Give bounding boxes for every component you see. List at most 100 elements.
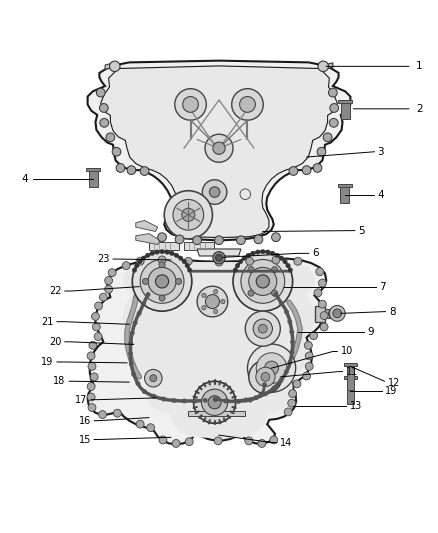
Polygon shape bbox=[325, 310, 333, 318]
Circle shape bbox=[213, 397, 218, 401]
Circle shape bbox=[213, 142, 225, 155]
Circle shape bbox=[314, 289, 322, 297]
Circle shape bbox=[193, 236, 201, 245]
Circle shape bbox=[248, 290, 254, 296]
Circle shape bbox=[261, 249, 265, 254]
Circle shape bbox=[173, 199, 204, 230]
Circle shape bbox=[131, 372, 136, 376]
Circle shape bbox=[137, 311, 141, 316]
Circle shape bbox=[304, 342, 312, 349]
Circle shape bbox=[194, 381, 236, 423]
Text: 17: 17 bbox=[75, 394, 88, 405]
Circle shape bbox=[302, 166, 311, 174]
Circle shape bbox=[256, 250, 260, 254]
Circle shape bbox=[133, 321, 137, 325]
Circle shape bbox=[249, 360, 282, 393]
Polygon shape bbox=[197, 249, 241, 256]
Circle shape bbox=[99, 410, 106, 418]
Circle shape bbox=[150, 251, 155, 255]
Circle shape bbox=[235, 263, 240, 268]
Circle shape bbox=[241, 260, 285, 303]
Circle shape bbox=[305, 362, 313, 370]
Circle shape bbox=[159, 295, 165, 301]
Circle shape bbox=[253, 319, 272, 338]
Circle shape bbox=[215, 254, 223, 261]
Circle shape bbox=[136, 420, 144, 428]
Circle shape bbox=[99, 293, 107, 301]
Circle shape bbox=[172, 398, 176, 402]
Circle shape bbox=[318, 279, 326, 287]
Circle shape bbox=[183, 96, 198, 112]
Circle shape bbox=[94, 333, 102, 341]
Circle shape bbox=[261, 373, 270, 381]
Circle shape bbox=[132, 252, 192, 311]
Circle shape bbox=[330, 103, 339, 112]
Circle shape bbox=[240, 96, 255, 112]
Circle shape bbox=[258, 324, 267, 333]
Text: 1: 1 bbox=[416, 61, 423, 71]
Circle shape bbox=[317, 147, 326, 156]
Circle shape bbox=[182, 208, 195, 221]
Circle shape bbox=[318, 61, 328, 71]
Circle shape bbox=[290, 340, 295, 344]
Circle shape bbox=[258, 393, 263, 398]
Circle shape bbox=[99, 103, 108, 112]
Circle shape bbox=[303, 372, 311, 380]
Circle shape bbox=[254, 235, 263, 244]
Circle shape bbox=[90, 373, 98, 381]
Circle shape bbox=[116, 164, 125, 172]
Circle shape bbox=[158, 256, 166, 264]
Circle shape bbox=[223, 399, 228, 403]
Circle shape bbox=[233, 252, 293, 311]
Circle shape bbox=[289, 167, 298, 175]
Circle shape bbox=[275, 253, 279, 257]
Circle shape bbox=[279, 301, 284, 305]
FancyBboxPatch shape bbox=[149, 242, 179, 250]
Circle shape bbox=[140, 260, 184, 303]
Text: 11: 11 bbox=[346, 367, 358, 377]
Circle shape bbox=[279, 378, 283, 383]
Text: 6: 6 bbox=[312, 248, 318, 259]
Text: 9: 9 bbox=[367, 327, 374, 337]
Circle shape bbox=[164, 191, 212, 239]
Circle shape bbox=[233, 268, 237, 272]
Circle shape bbox=[92, 323, 100, 331]
Circle shape bbox=[130, 330, 134, 335]
Circle shape bbox=[205, 134, 233, 162]
Circle shape bbox=[87, 352, 95, 360]
Circle shape bbox=[249, 268, 277, 295]
Circle shape bbox=[174, 253, 179, 257]
Circle shape bbox=[152, 394, 156, 398]
Circle shape bbox=[313, 164, 322, 172]
Polygon shape bbox=[338, 184, 352, 187]
Circle shape bbox=[272, 256, 280, 264]
Circle shape bbox=[213, 397, 218, 401]
Circle shape bbox=[136, 381, 140, 386]
Polygon shape bbox=[338, 100, 352, 103]
Circle shape bbox=[95, 302, 102, 310]
Circle shape bbox=[286, 263, 290, 268]
Circle shape bbox=[246, 257, 254, 265]
Circle shape bbox=[187, 268, 192, 272]
Text: 20: 20 bbox=[49, 337, 61, 347]
Circle shape bbox=[213, 289, 218, 294]
Circle shape bbox=[146, 292, 150, 297]
Polygon shape bbox=[324, 63, 333, 69]
Circle shape bbox=[132, 268, 137, 272]
Polygon shape bbox=[344, 376, 357, 379]
Text: 15: 15 bbox=[79, 434, 91, 445]
Circle shape bbox=[182, 260, 187, 264]
Circle shape bbox=[100, 118, 109, 127]
Circle shape bbox=[108, 269, 116, 277]
Text: 5: 5 bbox=[358, 225, 365, 236]
Circle shape bbox=[256, 367, 275, 386]
Circle shape bbox=[141, 256, 146, 260]
Circle shape bbox=[201, 389, 228, 415]
Circle shape bbox=[122, 262, 130, 270]
Circle shape bbox=[258, 440, 266, 447]
Circle shape bbox=[205, 295, 219, 309]
Circle shape bbox=[232, 88, 263, 120]
Circle shape bbox=[208, 395, 221, 409]
Circle shape bbox=[96, 88, 105, 97]
Circle shape bbox=[134, 263, 139, 268]
